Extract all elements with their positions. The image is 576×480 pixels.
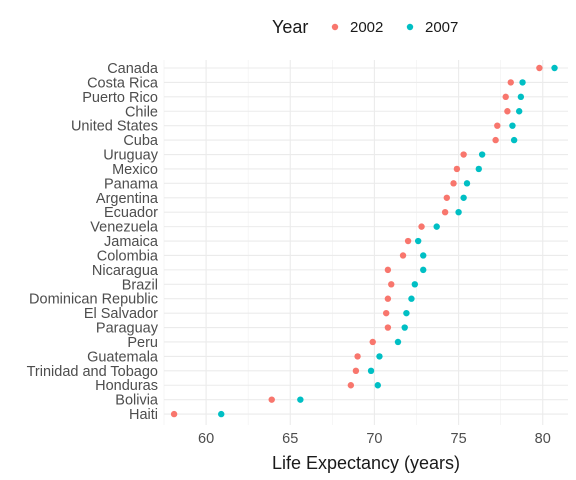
point-2002 <box>352 367 360 375</box>
point-2002 <box>354 353 361 360</box>
point-2002 <box>494 122 501 129</box>
point-2002 <box>460 151 467 158</box>
y-tick-label: Canada <box>107 61 159 77</box>
y-tick-label: Panama <box>104 176 159 192</box>
legend-key-2002 <box>331 23 339 31</box>
point-2007 <box>374 382 381 389</box>
point-2007 <box>551 64 558 72</box>
y-tick-label: Guatemala <box>87 349 159 365</box>
legend-label-2002: 2002 <box>350 19 383 36</box>
point-2002 <box>399 252 407 259</box>
y-tick-label: Jamaica <box>104 234 159 250</box>
point-2007 <box>460 194 467 201</box>
x-axis-labels: 60 65 70 75 80 <box>198 431 551 447</box>
point-2007 <box>403 309 410 317</box>
point-2002 <box>170 410 178 418</box>
point-2002 <box>441 209 449 216</box>
point-2007 <box>420 266 427 274</box>
y-tick-label: Colombia <box>97 248 159 264</box>
point-2007 <box>411 281 419 288</box>
y-tick-label: Nicaragua <box>92 263 159 279</box>
data-points <box>170 64 558 418</box>
x-axis-title: Life Expectancy (years) <box>272 453 460 473</box>
y-tick-label: Bolivia <box>115 393 159 409</box>
point-2007 <box>519 79 526 86</box>
point-2002 <box>504 108 511 115</box>
point-2002 <box>369 338 376 346</box>
point-2002 <box>383 309 390 317</box>
x-tick-label: 80 <box>535 431 551 447</box>
y-tick-label: Venezuela <box>90 220 159 236</box>
y-tick-label: Peru <box>127 335 158 351</box>
y-tick-label: Argentina <box>96 191 159 207</box>
point-2007 <box>297 396 304 403</box>
point-2002 <box>507 79 514 86</box>
y-tick-label: Costa Rica <box>87 75 159 91</box>
point-2007 <box>376 353 383 360</box>
y-tick-label: Dominican Republic <box>29 292 158 308</box>
y-tick-label: Cuba <box>123 133 159 149</box>
point-2007 <box>515 108 523 115</box>
legend-key-2007 <box>406 23 414 31</box>
y-tick-label: Chile <box>125 104 158 120</box>
point-2007 <box>420 252 427 259</box>
legend-title: Year <box>272 17 308 37</box>
x-tick-label: 75 <box>451 431 467 447</box>
point-2002 <box>450 180 457 187</box>
legend: Year 2002 2007 <box>272 17 458 37</box>
point-2002 <box>384 266 392 274</box>
x-tick-label: 65 <box>282 431 298 447</box>
point-2007 <box>218 410 225 418</box>
grid <box>163 60 568 425</box>
point-2002 <box>384 324 392 331</box>
point-2007 <box>510 136 518 144</box>
point-2007 <box>455 209 462 216</box>
point-2007 <box>414 237 422 245</box>
point-2007 <box>394 338 402 346</box>
y-tick-label: Mexico <box>112 162 158 178</box>
y-tick-label: El Salvador <box>84 306 158 322</box>
y-tick-label: Honduras <box>95 378 158 394</box>
y-tick-label: Puerto Rico <box>82 90 158 106</box>
y-tick-label: Paraguay <box>96 321 159 337</box>
point-2002 <box>268 396 275 403</box>
point-2002 <box>347 382 355 389</box>
point-2002 <box>404 237 412 245</box>
point-2007 <box>475 165 482 173</box>
x-tick-label: 70 <box>366 431 382 447</box>
y-tick-label: Ecuador <box>104 205 158 221</box>
point-2002 <box>418 223 425 230</box>
point-2002 <box>536 64 543 72</box>
point-2007 <box>367 367 375 375</box>
point-2007 <box>463 180 471 187</box>
point-2007 <box>408 295 415 302</box>
y-tick-label: Trinidad and Tobago <box>27 364 158 380</box>
legend-label-2007: 2007 <box>425 19 458 36</box>
point-2002 <box>502 93 509 101</box>
point-2002 <box>443 194 450 201</box>
point-2007 <box>517 93 525 101</box>
y-tick-label: United States <box>71 119 158 135</box>
y-tick-label: Uruguay <box>103 148 159 164</box>
point-2007 <box>433 223 440 230</box>
point-2007 <box>401 324 408 331</box>
point-2007 <box>509 122 516 129</box>
point-2002 <box>453 165 461 173</box>
y-tick-label: Brazil <box>122 277 158 293</box>
y-tick-label: Haiti <box>129 407 158 423</box>
point-2002 <box>388 281 395 288</box>
point-2002 <box>492 136 499 144</box>
point-2007 <box>478 151 486 158</box>
point-2002 <box>384 295 392 302</box>
x-tick-label: 60 <box>198 431 214 447</box>
